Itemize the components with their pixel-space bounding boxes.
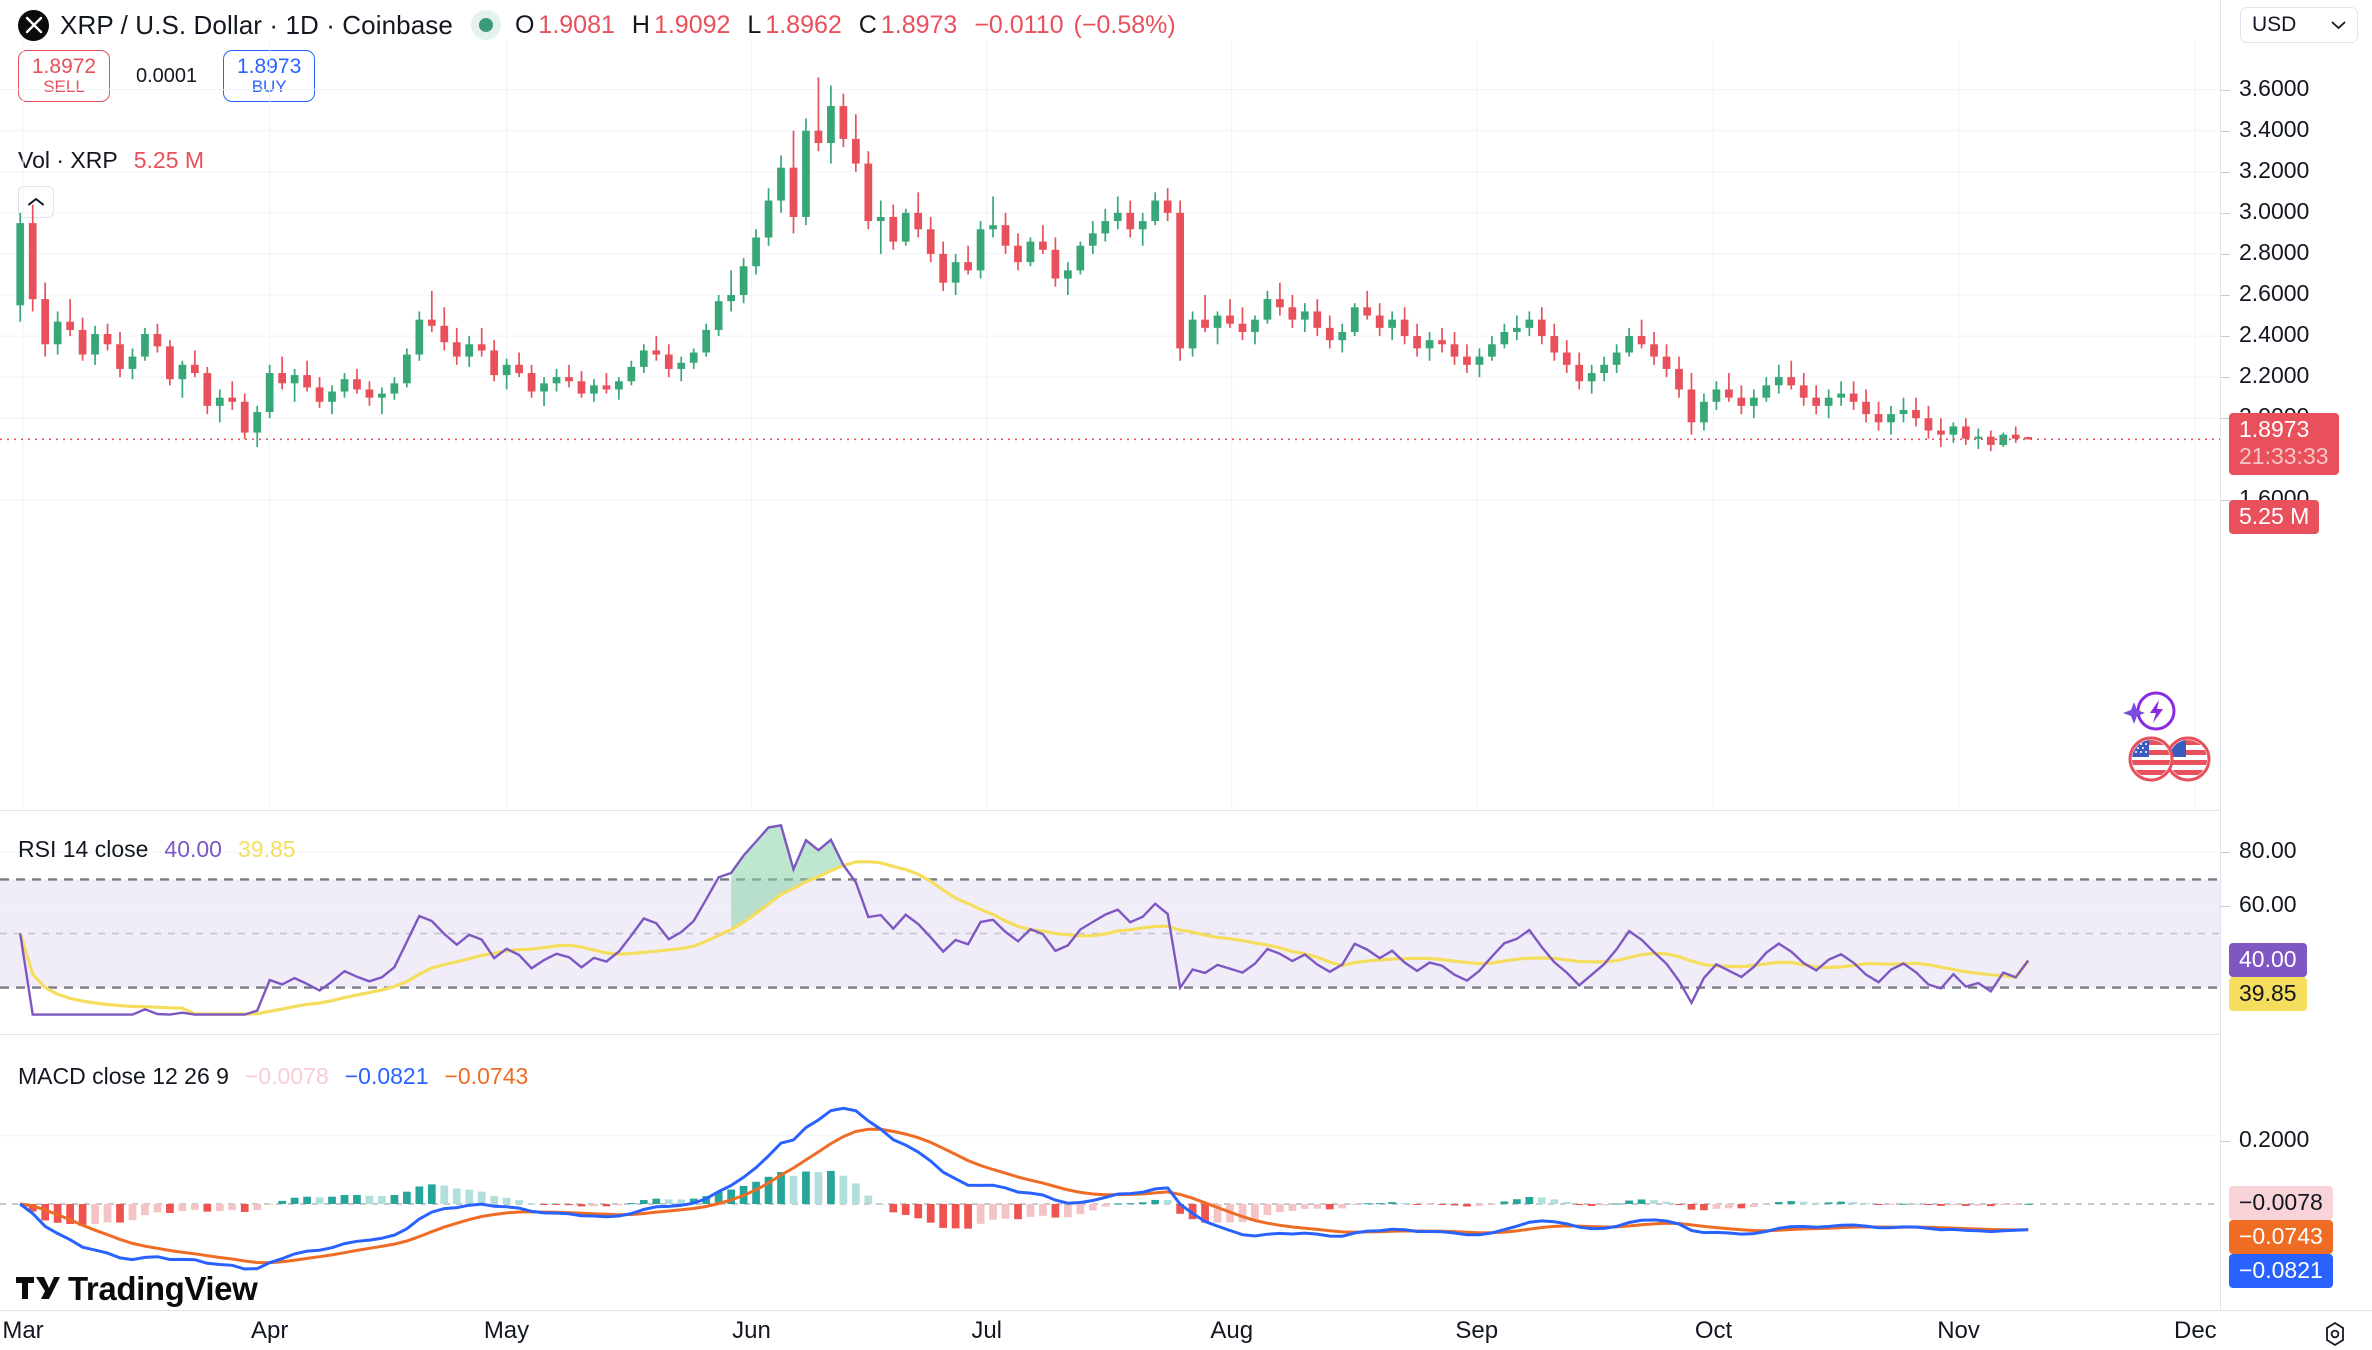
macd-plot xyxy=(0,1106,2220,1271)
rsi-axis-tickmark xyxy=(2221,906,2230,908)
rsi-value-badge[interactable]: 40.00 xyxy=(2229,942,2307,977)
time-axis-tick: May xyxy=(483,1317,530,1344)
price-axis-tickmark xyxy=(2221,500,2230,502)
macd-axis-tick: 0.2000 xyxy=(2239,1126,2310,1152)
rsi-axis-tick: 80.00 xyxy=(2239,837,2297,864)
macd-legend[interactable]: MACD close 12 26 9 −0.0078 −0.0821 −0.07… xyxy=(18,1063,528,1090)
rsi-legend[interactable]: RSI 14 close 40.00 39.85 xyxy=(18,836,296,863)
ohlc-values: O 1.9081 H 1.9092 L 1.8962 C 1.8973 −0.0… xyxy=(515,11,1186,40)
price-axis-tickmark xyxy=(2221,253,2230,255)
rsi-legend-value: 40.00 xyxy=(164,836,222,862)
time-axis-tick: Dec xyxy=(2173,1317,2217,1344)
buy-price: 1.8973 xyxy=(237,54,302,78)
macd-hist-badge[interactable]: −0.0078 xyxy=(2229,1186,2333,1220)
price-axis-tick: 3.2000 xyxy=(2239,156,2310,183)
rsi-axis-tick: 60.00 xyxy=(2239,891,2297,918)
us-flag-icon[interactable] xyxy=(2125,735,2215,783)
time-axis-tick: Apr xyxy=(251,1317,289,1344)
price-axis-tickmark xyxy=(2221,418,2230,420)
price-pane[interactable] xyxy=(0,40,2220,810)
time-axis-tick: Oct xyxy=(1694,1317,1733,1344)
macd-line-legend-value: −0.0821 xyxy=(344,1063,429,1089)
price-axis-tickmark xyxy=(2221,89,2230,91)
buy-label: BUY xyxy=(251,77,287,97)
sell-price: 1.8972 xyxy=(31,54,97,78)
volume-legend-label: Vol · XRP xyxy=(18,146,118,173)
price-change: −0.0110 xyxy=(974,10,1064,39)
sell-button[interactable]: 1.8972 SELL xyxy=(18,50,110,102)
buy-button[interactable]: 1.8973 BUY xyxy=(223,50,316,102)
price-change-percent: (−0.58%) xyxy=(1073,10,1176,39)
time-axis-tick: Aug xyxy=(1210,1317,1254,1344)
price-axis-tickmark xyxy=(2221,130,2230,132)
spread-value: 0.0001 xyxy=(136,64,198,87)
macd-signal-badge[interactable]: −0.0743 xyxy=(2229,1220,2333,1254)
price-axis-tickmark xyxy=(2221,336,2230,338)
current-price-value: 1.8973 xyxy=(2239,416,2310,443)
ohlc-open-key: O xyxy=(514,10,535,39)
ohlc-low-value: 1.8962 xyxy=(765,10,842,39)
macd-signal-legend-value: −0.0743 xyxy=(444,1063,529,1089)
pane-divider-1 xyxy=(0,810,2372,811)
time-axis-tick: Jul xyxy=(971,1317,1002,1344)
macd-axis-tickmark xyxy=(2221,1141,2230,1142)
axis-settings-icon[interactable] xyxy=(2322,1321,2348,1347)
ohlc-low-key: L xyxy=(747,10,762,39)
pane-divider-2 xyxy=(0,1034,2372,1035)
trade-buttons: 1.8972 SELL 0.0001 1.8973 BUY xyxy=(18,48,316,104)
time-axis-tick: Sep xyxy=(1455,1317,1499,1344)
macd-hist-legend-value: −0.0078 xyxy=(244,1063,329,1089)
rsi-pane[interactable] xyxy=(0,812,2220,1032)
bar-countdown: 21:33:33 xyxy=(2239,443,2329,470)
price-axis-tickmark xyxy=(2221,171,2230,173)
price-axis-tickmark xyxy=(2221,295,2230,296)
candlestick-plot xyxy=(0,40,2220,810)
currency-selector-value: USD xyxy=(2252,13,2297,36)
price-axis-tickmark xyxy=(2221,377,2230,379)
sell-label: SELL xyxy=(43,77,85,97)
time-axis-tick: Jun xyxy=(732,1317,771,1344)
rsi-ma-legend-value: 39.85 xyxy=(237,836,296,862)
time-axis-tick: Mar xyxy=(2,1317,44,1344)
tradingview-logo: TradingView xyxy=(16,1270,258,1308)
ohlc-open-value: 1.9081 xyxy=(538,10,615,39)
price-axis-tick: 2.2000 xyxy=(2239,362,2310,389)
currency-selector[interactable]: USD xyxy=(2240,7,2358,43)
rsi-plot xyxy=(0,824,2220,1016)
current-price-badge[interactable]: 1.8973 21:33:33 xyxy=(2229,413,2339,475)
tradingview-logo-text: TradingView xyxy=(68,1270,258,1307)
ohlc-close-key: C xyxy=(858,10,877,39)
chevron-down-icon xyxy=(2331,21,2346,30)
xrp-icon xyxy=(18,9,49,41)
price-axis-tick: 2.6000 xyxy=(2239,280,2310,306)
rsi-axis-tickmark xyxy=(2221,852,2230,854)
rsi-ma-value-badge[interactable]: 39.85 xyxy=(2229,976,2307,1011)
time-axis-tick: Nov xyxy=(1937,1317,1980,1344)
page-title[interactable]: XRP / U.S. Dollar · 1D · Coinbase xyxy=(60,9,453,40)
rsi-legend-label: RSI 14 close xyxy=(18,836,149,862)
volume-legend-value: 5.25 M xyxy=(133,146,205,173)
ai-lightning-icon[interactable] xyxy=(2120,690,2178,734)
macd-line-badge[interactable]: −0.0821 xyxy=(2229,1254,2333,1288)
price-axis[interactable]: 3.6000 3.4000 3.2000 3.0000 2.8000 2.6000 2.40… xyxy=(2220,0,2372,1310)
chart-legend-header: XRP / U.S. Dollar · 1D · Coinbase O 1.90… xyxy=(18,8,1186,42)
ohlc-close-value: 1.8973 xyxy=(880,10,958,39)
volume-legend[interactable]: Vol · XRP 5.25 M xyxy=(18,145,204,175)
price-axis-tick: 2.8000 xyxy=(2239,238,2310,265)
market-open-dot xyxy=(470,10,501,40)
macd-legend-label: MACD close 12 26 9 xyxy=(18,1063,229,1089)
macd-pane[interactable] xyxy=(0,1036,2220,1286)
price-axis-tick: 3.4000 xyxy=(2239,115,2310,142)
time-axis[interactable]: Mar Apr May Jun Jul Aug Sep Oct Nov Dec xyxy=(0,1310,2372,1350)
price-axis-tick: 2.4000 xyxy=(2239,321,2310,348)
price-axis-tickmark xyxy=(2221,212,2230,214)
ohlc-high-key: H xyxy=(631,10,650,39)
price-axis-tick: 3.6000 xyxy=(2239,74,2310,101)
price-axis-tick: 3.0000 xyxy=(2239,197,2310,224)
ohlc-high-value: 1.9092 xyxy=(653,10,731,39)
volume-badge[interactable]: 5.25 M xyxy=(2229,500,2320,534)
